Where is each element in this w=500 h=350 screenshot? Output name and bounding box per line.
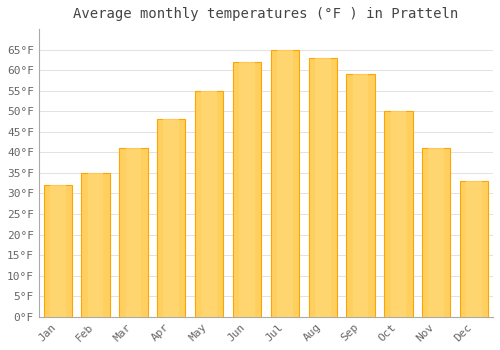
Bar xyxy=(88,173,104,317)
Bar xyxy=(233,62,261,317)
Bar xyxy=(428,148,444,317)
Bar xyxy=(277,50,292,317)
Title: Average monthly temperatures (°F ) in Pratteln: Average monthly temperatures (°F ) in Pr… xyxy=(74,7,458,21)
Bar xyxy=(126,148,141,317)
Bar xyxy=(119,148,148,317)
Bar xyxy=(82,173,110,317)
Bar xyxy=(157,119,186,317)
Bar xyxy=(460,181,488,317)
Bar xyxy=(164,119,179,317)
Bar xyxy=(315,58,330,317)
Bar xyxy=(202,91,217,317)
Bar xyxy=(239,62,255,317)
Bar xyxy=(195,91,224,317)
Bar xyxy=(270,50,299,317)
Bar xyxy=(353,74,368,317)
Bar xyxy=(308,58,337,317)
Bar xyxy=(384,111,412,317)
Bar xyxy=(422,148,450,317)
Bar xyxy=(50,185,66,317)
Bar xyxy=(44,185,72,317)
Bar xyxy=(466,181,482,317)
Bar xyxy=(346,74,375,317)
Bar xyxy=(390,111,406,317)
